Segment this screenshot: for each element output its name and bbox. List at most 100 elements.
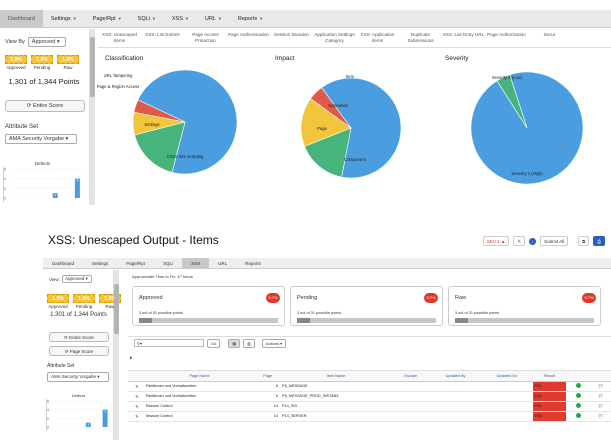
- menu-item-label: Dashboard: [8, 16, 35, 22]
- approve-icon[interactable]: [575, 413, 581, 418]
- approve-icon[interactable]: [575, 403, 581, 408]
- menu-item-xss[interactable]: XSS ▼: [164, 10, 197, 27]
- expand-icon[interactable]: ▸: [130, 355, 133, 361]
- entire-score-button[interactable]: ⟳ Entire Score: [5, 100, 85, 112]
- comment-icon[interactable]: 💬: [588, 401, 611, 412]
- copy-button[interactable]: ⧉: [578, 236, 590, 246]
- menu-item-reports[interactable]: Reports: [236, 258, 270, 268]
- edit-icon[interactable]: ✎: [128, 381, 144, 392]
- menu-item-sqli[interactable]: SQLi: [154, 258, 182, 268]
- view-label: View:: [49, 276, 60, 282]
- wrench-button[interactable]: ✎: [513, 236, 526, 246]
- slice-label: URL Tampering: [104, 73, 134, 78]
- report-tab[interactable]: XSS: List Entry URL: [442, 32, 485, 37]
- report-tab[interactable]: XSS: List Entries: [145, 32, 180, 37]
- card-title: Approved: [139, 295, 163, 301]
- edit-icon[interactable]: ✎: [128, 401, 144, 412]
- cell-approve: [566, 381, 589, 392]
- column-header[interactable]: Updated On: [481, 371, 533, 382]
- scrollbar-thumb[interactable]: [90, 37, 95, 97]
- report-tab[interactable]: XSS: Unescaped Items: [102, 32, 137, 43]
- page-score-button[interactable]: ⟳ Page Score: [49, 346, 109, 356]
- report-tab[interactable]: XSS: Application Items: [360, 32, 395, 43]
- report-tab[interactable]: Application Settings Category: [314, 32, 355, 43]
- severity-button[interactable]: SEV 1 ▲: [482, 236, 510, 246]
- column-header[interactable]: Page: [255, 371, 281, 382]
- cell-empty: [429, 391, 482, 402]
- sidebar-scrollbar[interactable]: [90, 29, 95, 205]
- menu-item-settings[interactable]: Settings ▼: [43, 10, 85, 27]
- stat-caption: Raw: [105, 304, 115, 309]
- y-tick-label: 6: [4, 168, 6, 172]
- menu-item-page-rpt[interactable]: Page/Rpt ▼: [85, 10, 130, 27]
- menu-item-dashboard[interactable]: Dashboard: [43, 258, 83, 268]
- report-tab[interactable]: Secur: [543, 32, 556, 37]
- print-button[interactable]: ⎙: [593, 236, 605, 246]
- menu-item-settings[interactable]: Settings: [83, 258, 117, 268]
- go-button[interactable]: Go: [207, 338, 221, 348]
- column-header[interactable]: [566, 371, 589, 382]
- column-header[interactable]: Escape: [391, 371, 430, 382]
- view-select[interactable]: Approved ▾: [61, 275, 92, 283]
- edit-icon[interactable]: ✎: [128, 411, 144, 422]
- approx-time: Approximate Time to Fix: 47 hours: [132, 274, 193, 279]
- card-points: 3 out of 31 possible points: [297, 311, 342, 315]
- column-header[interactable]: Updated By: [429, 371, 482, 382]
- chevron-down-icon: ▼: [151, 16, 156, 21]
- menu-item-label: Reports: [237, 16, 258, 22]
- slice-label: Application: [328, 103, 349, 108]
- chart-view-icon[interactable]: ▥: [243, 338, 255, 348]
- cell-empty: [391, 401, 430, 412]
- view-by-select[interactable]: Approved ▾: [27, 37, 66, 47]
- comment-icon[interactable]: 💬: [588, 411, 611, 422]
- comment-icon[interactable]: 💬: [588, 381, 611, 392]
- stat-caption: Approved: [6, 65, 26, 70]
- menu-item-sqli[interactable]: SQLi ▼: [130, 10, 164, 27]
- comment-icon[interactable]: 💬: [588, 391, 611, 402]
- attribute-set-select[interactable]: AMA Security Vorgabe ▾: [5, 134, 77, 144]
- menu-item-dashboard[interactable]: Dashboard: [0, 10, 43, 27]
- cell-approve: [566, 401, 589, 412]
- column-header[interactable]: Item Name: [280, 371, 392, 382]
- pie-slice: [496, 74, 528, 129]
- cell-result: FAIL: [532, 391, 567, 402]
- stat-caption: Raw: [63, 65, 73, 70]
- cell-empty: [429, 381, 482, 392]
- report-tab[interactable]: Page Authorization: [487, 32, 526, 37]
- column-header[interactable]: Page Name: [143, 371, 256, 382]
- column-header[interactable]: [588, 371, 611, 382]
- grid-view-icon[interactable]: ▦: [228, 338, 241, 348]
- view-by-label: View By: [5, 39, 25, 45]
- menu-item-xss[interactable]: XSS: [182, 258, 210, 268]
- edit-icon[interactable]: ✎: [128, 391, 144, 402]
- actions-menu[interactable]: Actions ▾: [261, 338, 287, 348]
- table-row: ✎ Session Control 14 P14_SID FAIL 💬: [128, 401, 611, 412]
- submit-all-button[interactable]: Submit All: [540, 236, 569, 246]
- cell-approve: [566, 391, 589, 402]
- info-icon[interactable]: i: [529, 237, 537, 245]
- approve-icon[interactable]: [575, 393, 581, 398]
- scrollbar-thumb[interactable]: [114, 284, 119, 334]
- column-header[interactable]: [128, 371, 144, 382]
- entire-score-button[interactable]: ⟳ Entire Score: [49, 332, 109, 342]
- search-input[interactable]: ⚲ ▾: [134, 339, 204, 347]
- menu-item-url[interactable]: URL: [209, 258, 236, 268]
- sidebar-scrollbar[interactable]: [114, 270, 119, 440]
- menu-item-label: Settings: [50, 16, 71, 22]
- report-tab[interactable]: Page Access Protection: [192, 32, 219, 43]
- column-header[interactable]: Result: [532, 371, 567, 382]
- menu-item-page-rpt[interactable]: Page/Rpt: [117, 258, 154, 268]
- attribute-set-select[interactable]: AMA Security Vorgabe ▾: [47, 372, 109, 382]
- menu-item-label: Settings: [92, 261, 109, 266]
- menu-item-url[interactable]: URL ▼: [197, 10, 230, 27]
- menu-item-reports[interactable]: Reports ▼: [230, 10, 271, 27]
- attribute-set-label: Attribute Set: [47, 363, 75, 369]
- report-tab[interactable]: Session Duration: [274, 32, 309, 37]
- stat-value: 1.0%: [5, 55, 27, 64]
- pie-slice: [321, 77, 402, 179]
- report-tab[interactable]: Page Authentication: [228, 32, 269, 37]
- approve-icon[interactable]: [575, 383, 581, 388]
- menu-item-label: SQLi: [163, 261, 174, 266]
- report-tab[interactable]: Duplicate Submissions: [407, 32, 434, 43]
- print-icon: ⎙: [597, 239, 601, 244]
